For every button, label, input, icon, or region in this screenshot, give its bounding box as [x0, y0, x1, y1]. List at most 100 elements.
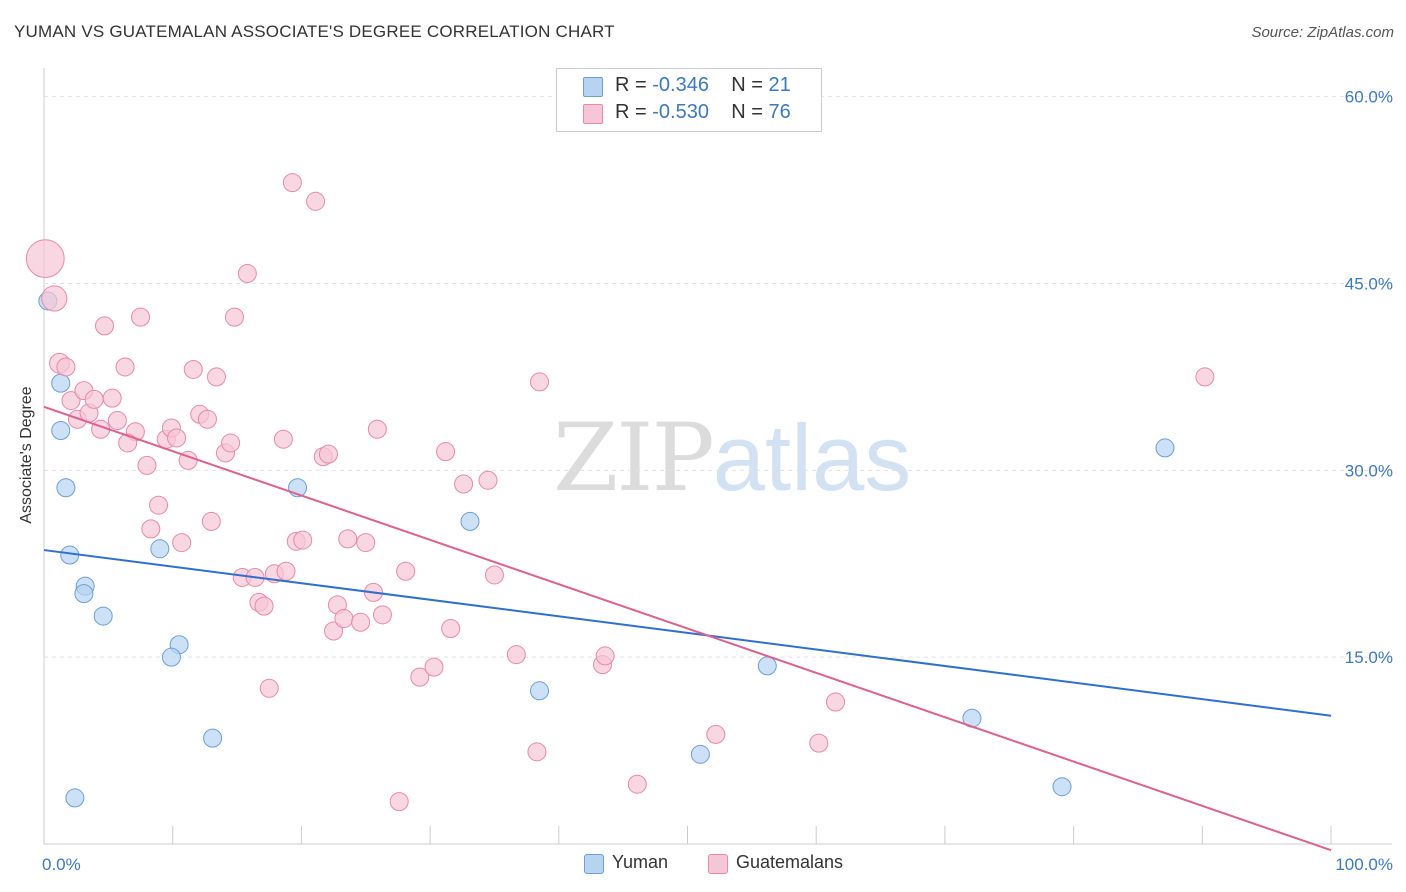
guatemalan-point [167, 428, 187, 448]
yuman-point [529, 681, 549, 701]
r-value-guatemalans: -0.530 [652, 101, 709, 123]
guatemalan-legend-label: Guatemalans [736, 852, 844, 872]
yuman-point [1155, 438, 1175, 458]
yuman-legend-swatch [584, 854, 604, 874]
guatemalan-point [25, 239, 65, 279]
n-value-guatemalans: 76 [768, 101, 791, 123]
guatemalan-point [221, 433, 241, 453]
guatemalan-point [118, 433, 138, 453]
guatemalan-point [131, 307, 151, 327]
x-tick-label: 100.0% [1335, 855, 1393, 874]
r-label: R = [615, 74, 647, 96]
yuman-point [161, 647, 181, 667]
guatemalan-point [282, 173, 302, 193]
guatemalan-point [478, 470, 498, 490]
yuman-point [65, 788, 85, 808]
series-legend: Yuman Guatemalans [0, 852, 1406, 878]
guatemalan-point [441, 619, 461, 639]
guatemalan-trend-line [43, 405, 1332, 852]
yuman-points [38, 291, 1175, 808]
guatemalan-point [102, 388, 122, 408]
guatemalan-point [529, 372, 549, 392]
guatemalan-point [706, 724, 726, 744]
guatemalan-point [356, 533, 376, 553]
y-tick-label: 60.0% [1345, 88, 1393, 107]
guatemalan-legend-swatch [708, 854, 728, 874]
n-label: N = [731, 74, 763, 96]
watermark: ZIPatlas [553, 404, 911, 513]
guatemalan-point [273, 429, 293, 449]
guatemalan-swatch [583, 104, 603, 124]
yuman-point [51, 420, 71, 440]
yuman-point [56, 478, 76, 498]
yuman-swatch [583, 77, 603, 97]
guatemalan-point [137, 455, 157, 475]
guatemalan-point [627, 774, 647, 794]
guatemalan-point [107, 411, 127, 431]
guatemalan-point [84, 389, 104, 409]
yuman-point [757, 656, 777, 676]
watermark-atlas: atlas [712, 405, 912, 510]
guatemalan-point [141, 519, 161, 539]
guatemalan-point [206, 367, 226, 387]
guatemalan-point [318, 444, 338, 464]
yuman-legend-label: Yuman [612, 852, 669, 872]
guatemalan-point [56, 357, 76, 377]
guatemalan-point [61, 391, 81, 411]
guatemalan-point [197, 409, 217, 429]
guatemalan-point [424, 657, 444, 677]
guatemalan-point [351, 612, 371, 632]
axes [43, 68, 1392, 845]
guatemalan-point [454, 474, 474, 494]
guatemalan-point [410, 667, 430, 687]
guatemalan-point [334, 609, 354, 629]
guatemalan-point [115, 357, 135, 377]
guatemalan-point [149, 495, 169, 515]
guatemalan-point [183, 359, 203, 379]
guatemalan-point [324, 621, 344, 641]
yuman-point [1052, 777, 1072, 797]
guatemalan-point [527, 742, 547, 762]
n-value-yuman: 21 [768, 74, 791, 96]
guatemalan-point [254, 596, 274, 616]
yuman-point [690, 744, 710, 764]
x-tick-labels: 0.0% 100.0% [42, 855, 1393, 874]
guatemalan-point [306, 191, 326, 211]
yuman-point [460, 511, 480, 531]
r-label: R = [615, 101, 647, 123]
chart-title: YUMAN VS GUATEMALAN ASSOCIATE'S DEGREE C… [14, 22, 615, 41]
guatemalan-point [41, 285, 68, 312]
y-tick-labels: 15.0% 30.0% 45.0% 60.0% [1345, 88, 1393, 667]
guatemalan-point [389, 792, 409, 812]
guatemalan-point [809, 733, 829, 753]
guatemalan-point [276, 561, 296, 581]
watermark-zip: ZIP [553, 404, 715, 513]
guatemalan-point [372, 605, 392, 625]
y-tick-label: 30.0% [1345, 461, 1393, 480]
guatemalan-point [172, 533, 192, 553]
guatemalan-point [1195, 367, 1215, 387]
guatemalan-point [396, 561, 416, 581]
yuman-trend-line [43, 549, 1332, 717]
guatemalan-point [338, 529, 358, 549]
yuman-point [93, 606, 113, 626]
guatemalan-point [595, 646, 615, 666]
guatemalan-point [259, 678, 279, 698]
guatemalan-point [826, 692, 846, 712]
guatemalan-point [94, 316, 114, 336]
x-tick-label: 0.0% [42, 855, 81, 874]
yuman-point [74, 584, 94, 604]
yuman-point [51, 373, 71, 393]
yuman-point [203, 728, 223, 748]
guatemalan-point [436, 442, 456, 462]
guatemalan-point [484, 565, 504, 585]
guatemalan-points [25, 173, 1215, 812]
guatemalan-point [506, 645, 526, 665]
y-tick-label: 45.0% [1345, 275, 1393, 294]
guatemalan-point [224, 307, 244, 327]
legend-text-yuman: R = -0.346 N = 21 [615, 74, 791, 97]
source-label: Source: ZipAtlas.com [1251, 24, 1394, 41]
guatemalan-point [201, 511, 221, 531]
r-value-yuman: -0.346 [652, 74, 709, 96]
